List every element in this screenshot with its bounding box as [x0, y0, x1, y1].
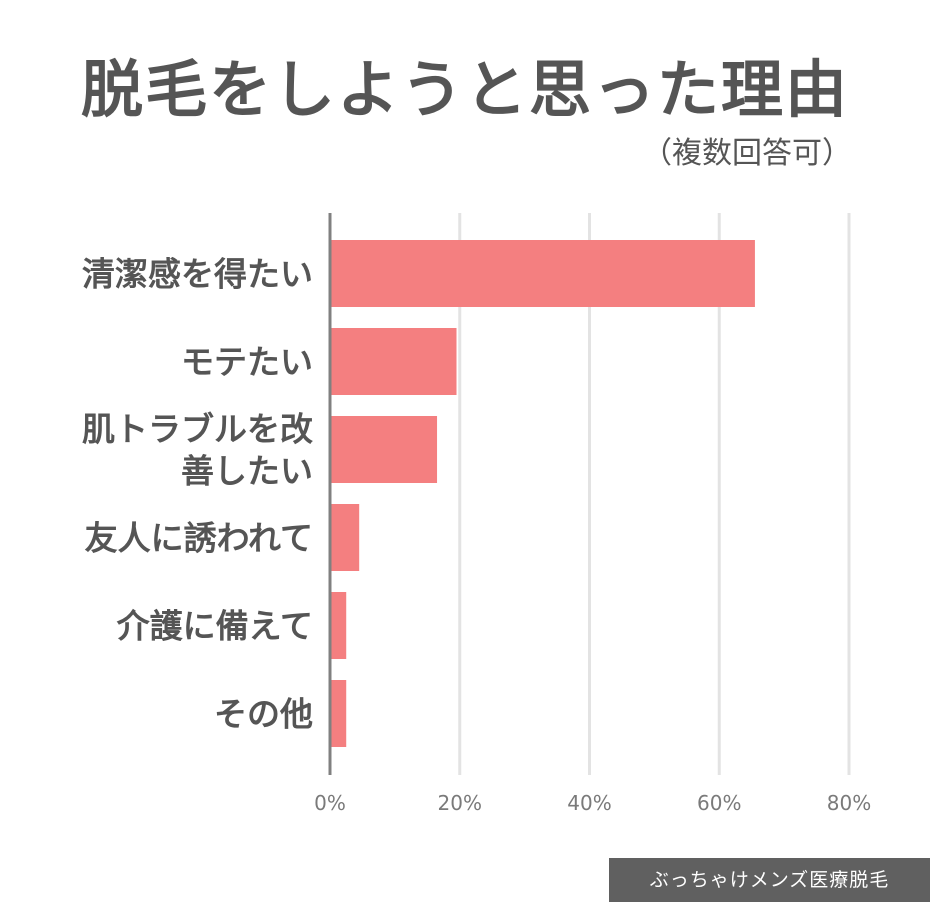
category-label-2-line-1: 善したい	[181, 452, 313, 491]
chart-title: 脱毛をしようと思った理由	[80, 53, 849, 126]
bar-3	[330, 504, 360, 571]
x-tick-label-1: 20%	[438, 791, 482, 815]
category-label-0: 清潔感を得たい	[82, 255, 313, 294]
bar-0	[330, 240, 755, 307]
bars	[330, 240, 755, 747]
x-tick-label-0: 0%	[314, 791, 346, 815]
brand-footer: ぶっちゃけメンズ医療脱毛	[609, 858, 930, 902]
bar-5	[330, 680, 347, 747]
category-label-5: その他	[214, 695, 313, 734]
bar-1	[330, 328, 457, 395]
category-label-3: 友人に誘われて	[85, 519, 313, 558]
x-tick-label-3: 60%	[697, 791, 741, 815]
bar-4	[330, 592, 347, 659]
bar-2	[330, 416, 438, 483]
category-label-1: モテたい	[181, 343, 313, 382]
x-tick-label-2: 40%	[567, 791, 611, 815]
chart-subtitle: （複数回答可）	[642, 136, 852, 171]
category-label-2-line-0: 肌トラブルを改	[82, 410, 313, 449]
x-tick-label-4: 80%	[827, 791, 871, 815]
x-tick-labels: 0% 20% 40% 60% 80%	[314, 791, 871, 815]
category-label-4: 介護に備えて	[117, 607, 313, 646]
